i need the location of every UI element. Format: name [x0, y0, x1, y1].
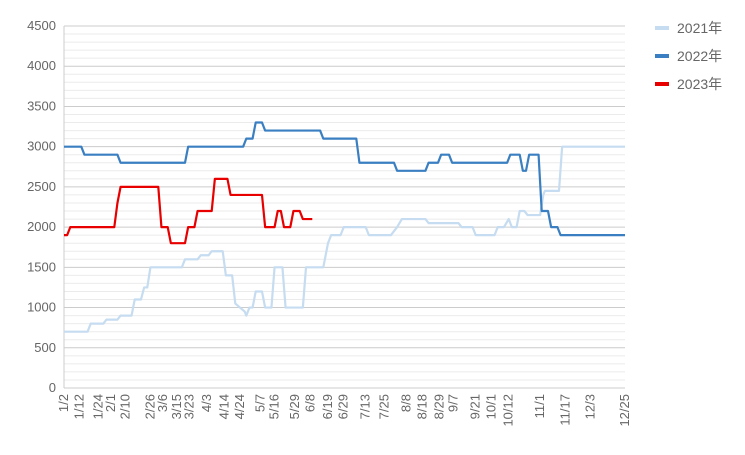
grid-lines	[63, 25, 625, 389]
legend-item-2021[interactable]: 2021年	[655, 14, 722, 42]
x-tick-label: 5/7	[252, 394, 267, 412]
x-tick-label: 5/29	[287, 394, 302, 419]
series-lines	[64, 121, 625, 333]
x-tick-label: 5/16	[267, 394, 282, 419]
x-tick-label: 8/8	[399, 394, 414, 412]
x-tick-label: 10/1	[483, 394, 498, 419]
x-axis-tick-labels: 1/2 1/12 1/242/1 2/10 2/263/6 3/153/23 4/3 4/14…	[56, 394, 632, 427]
x-tick-label: 6/29	[336, 394, 351, 419]
x-tick-label: 8/29	[432, 394, 447, 419]
x-tick-label: 1/24	[91, 394, 106, 419]
x-tick-label: 1/12	[72, 394, 87, 419]
y-tick-label: 3500	[27, 98, 56, 113]
x-tick-label: 8/18	[414, 394, 429, 419]
series-line-2022年	[64, 121, 625, 237]
legend-swatch-2023	[655, 82, 669, 86]
x-tick-label: 2/1	[103, 394, 118, 412]
x-tick-label: 9/7	[446, 394, 461, 412]
x-tick-label: 3/23	[182, 394, 197, 419]
legend-label-2023: 2023年	[677, 76, 723, 92]
x-tick-label: 11/1	[532, 394, 547, 418]
x-tick-label: 10/12	[501, 394, 516, 427]
x-tick-label: 4/24	[232, 394, 247, 419]
legend-label-2021: 2021年	[677, 20, 723, 36]
x-tick-label: 2/26	[142, 394, 157, 419]
y-tick-label: 2500	[27, 179, 56, 194]
x-tick-label: 7/13	[358, 394, 373, 419]
legend-swatch-2022	[655, 54, 669, 58]
x-tick-label: 7/25	[377, 394, 392, 419]
y-tick-label: 1500	[27, 259, 56, 274]
x-tick-label: 6/8	[303, 394, 318, 412]
legend-item-2023[interactable]: 2023年	[655, 70, 722, 98]
x-tick-label: 2/10	[117, 394, 132, 419]
legend-item-2022[interactable]: 2022年	[655, 42, 722, 70]
x-tick-label: 6/19	[320, 394, 335, 419]
x-tick-label: 4/3	[199, 394, 214, 412]
y-tick-label: 4000	[27, 58, 56, 73]
series-line-2023年	[64, 177, 313, 245]
x-tick-label: 1/2	[56, 394, 71, 412]
y-axis-tick-labels: 0 500 1000 1500 2000 2500 3000 3500 4000 4500	[27, 18, 56, 395]
x-tick-label: 12/3	[582, 394, 597, 419]
x-tick-label: 11/17	[557, 394, 572, 426]
x-tick-label: 3/15	[169, 394, 184, 419]
legend: 2021年 2022年 2023年	[655, 14, 722, 98]
legend-label-2022: 2022年	[677, 48, 723, 64]
legend-swatch-2021	[655, 26, 669, 30]
y-tick-label: 4500	[27, 18, 56, 33]
x-tick-label: 3/6	[155, 394, 170, 412]
y-tick-label: 2000	[27, 219, 56, 234]
y-tick-label: 500	[34, 340, 56, 355]
y-tick-label: 0	[49, 380, 56, 395]
x-tick-label: 12/25	[617, 394, 632, 427]
y-tick-label: 3000	[27, 139, 56, 154]
series-line-2021年	[64, 145, 625, 333]
y-tick-label: 1000	[27, 300, 56, 315]
x-tick-label: 9/21	[468, 394, 483, 419]
x-tick-label: 4/14	[216, 394, 231, 419]
